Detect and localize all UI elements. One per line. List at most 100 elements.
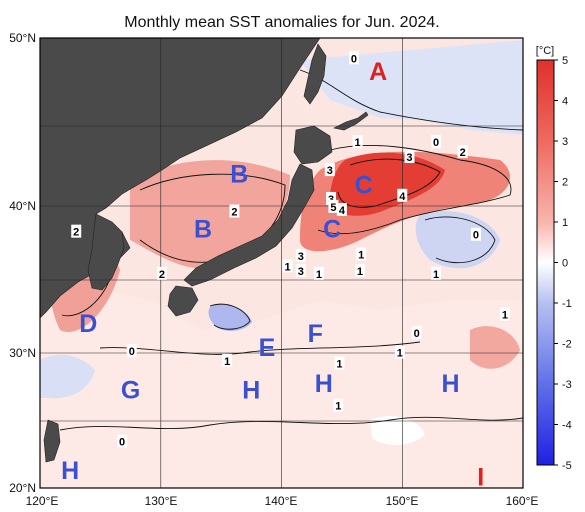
contour-label-bg: [431, 266, 442, 280]
colorbar-tick-label: -4: [562, 420, 572, 432]
contour-label-bg: [354, 263, 365, 277]
contour-label-bg: [336, 202, 347, 216]
plot-area: 00213334542202133111110011110 ABBCCDEFGH…: [40, 38, 523, 491]
contour-value-label: 1: [397, 348, 403, 360]
lon-tick-label: 130°E: [145, 494, 178, 508]
lon-tick-label: 120°E: [26, 494, 59, 508]
contour-label-bg: [71, 224, 82, 238]
contour-label-bg: [348, 51, 359, 65]
contour-label-bg: [397, 188, 408, 202]
sakhalin-island: [303, 43, 327, 105]
region-label-c: C: [323, 216, 341, 244]
contour-value-label: 4: [339, 205, 346, 217]
korean-peninsula: [87, 213, 125, 291]
lon-axis: 120°E 130°E 140°E 150°E 160°E: [26, 494, 539, 508]
lat-tick-label: 30°N: [9, 346, 36, 360]
region-label-a: A: [369, 58, 387, 86]
map-title: Monthly mean SST anomalies for Jun. 2024…: [124, 14, 439, 31]
region-label-h: H: [315, 370, 333, 398]
colorbar-unit: [°C]: [536, 45, 554, 57]
contour-value-label: 0: [351, 53, 357, 65]
contour-label-bg: [229, 204, 240, 218]
contour-value-label: 3: [327, 165, 333, 177]
lon-tick-label: 140°E: [265, 494, 298, 508]
honshu-island: [183, 163, 315, 287]
contour-value-label: 1: [355, 137, 361, 149]
contour-label-bg: [295, 263, 306, 277]
lon-tick-label: 150°E: [386, 494, 419, 508]
contour-label-bg: [499, 307, 510, 321]
contour-label-bg: [457, 145, 468, 159]
contour-label-bg: [117, 434, 128, 448]
kuril-islands: [333, 111, 369, 131]
colorbar-tick-label: -5: [562, 460, 572, 472]
contour-value-label: 0: [129, 346, 135, 358]
contour-value-label: 1: [336, 359, 342, 371]
colorbar-tick-label: 1: [562, 217, 568, 229]
contour-label-bg: [394, 345, 405, 359]
lat-tick-label: 20°N: [9, 481, 36, 495]
contour-label-bg: [356, 247, 367, 261]
contour-value-label: 5: [330, 202, 336, 214]
contour-label-bg: [328, 199, 339, 213]
contour-value-label: 3: [298, 251, 304, 263]
taiwan-island: [43, 419, 61, 463]
contour-label-bg: [352, 135, 363, 149]
contour-value-label: 1: [502, 310, 508, 322]
region-label-h: H: [442, 370, 460, 398]
colorbar-tick-label: -3: [562, 379, 572, 391]
lat-tick-label: 50°N: [9, 31, 36, 45]
region-label-b: B: [194, 216, 212, 244]
contour-value-label: 3: [406, 152, 412, 164]
contour-label-bg: [334, 356, 345, 370]
contour-label-bg: [126, 344, 137, 358]
colorbar-ticks: 5 4 3 2 1 0 -1 -2 -3 -4 -5: [554, 55, 572, 472]
graticule: [40, 38, 523, 488]
contour-value-label: 2: [73, 227, 79, 239]
contour-value-label: 1: [284, 261, 290, 273]
kyushu-shikoku: [167, 285, 199, 317]
contour-label-bg: [333, 398, 344, 412]
contour-value-label: 2: [231, 207, 237, 219]
colorbar-tick-label: 2: [562, 177, 568, 189]
region-label-h: H: [242, 377, 260, 405]
contour-value-label: 4: [399, 191, 406, 203]
colorbar-tick-label: -2: [562, 339, 572, 351]
contour-label-bg: [222, 353, 233, 367]
contour-label-bg: [411, 325, 422, 339]
region-label-d: D: [79, 310, 97, 338]
region-label-i: I: [477, 463, 484, 491]
region-label-f: F: [308, 320, 323, 348]
hokkaido-island: [293, 125, 333, 165]
contour-value-label: 1: [433, 269, 439, 281]
plot-frame: [39, 37, 524, 489]
contour-value-label: 1: [357, 266, 363, 278]
contour-label-layer: 00213334542202133111110011110: [71, 51, 510, 448]
contour-value-label: 3: [298, 266, 304, 278]
lat-tick-label: 40°N: [9, 199, 36, 213]
contour-value-label: 1: [358, 249, 364, 261]
contour-label-bg: [156, 266, 167, 280]
contour-lines: [59, 69, 523, 431]
region-label-c: C: [355, 172, 373, 200]
colorbar-tick-label: 4: [562, 96, 568, 108]
contour-value-label: 0: [473, 230, 479, 242]
contour-value-label: 0: [119, 436, 125, 448]
region-label-e: E: [259, 334, 276, 362]
contour-label-bg: [313, 266, 324, 280]
contour-value-label: 2: [460, 147, 466, 159]
colorbar-ramp: [536, 59, 555, 466]
contour-value-label: 0: [414, 328, 420, 340]
contour-value-label: 2: [159, 269, 165, 281]
contour-label-bg: [404, 150, 415, 164]
colorbar-tick-label: 5: [562, 55, 568, 67]
contour-label-bg: [470, 227, 481, 241]
contour-label-bg: [282, 259, 293, 273]
colorbar-tick-label: 3: [562, 136, 568, 148]
contour-label-bg: [431, 135, 442, 149]
contour-value-label: 0: [433, 137, 439, 149]
lon-tick-label: 160°E: [506, 494, 539, 508]
contour-label-bg: [295, 248, 306, 262]
contour-label-bg: [324, 163, 335, 177]
contour-value-label: 1: [316, 269, 322, 281]
